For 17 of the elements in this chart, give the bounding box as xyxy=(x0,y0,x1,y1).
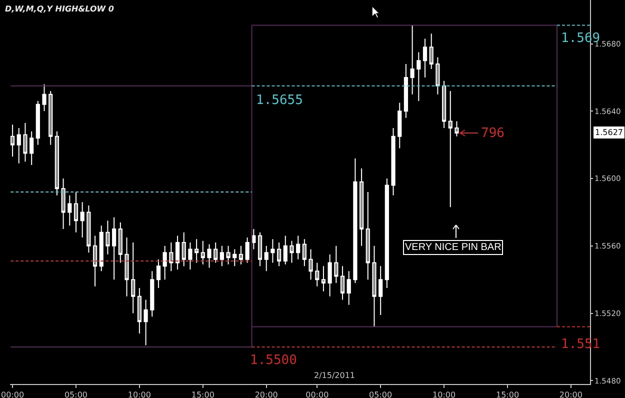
x-tick-label: 15:00 xyxy=(496,390,520,398)
text: D,W,M,Q,Y HIGH&LOW 0 xyxy=(5,4,114,14)
annotation: VERY NICE PIN BAR xyxy=(405,242,502,253)
x-tick-label: 20:00 xyxy=(254,390,278,398)
annotation: 1.5655 xyxy=(256,93,303,108)
x-tick-label: 15:00 xyxy=(191,390,214,398)
x-tick-label: 10:00 xyxy=(432,390,456,398)
x-tick-label: 10:00 xyxy=(128,390,151,398)
x-tick-label: 00:00 xyxy=(306,390,329,398)
text: 1.5627 xyxy=(595,128,623,137)
x-tick-label: 05:00 xyxy=(64,390,88,398)
x-tick-label: 05:00 xyxy=(369,390,392,398)
x-tick-label: 20:00 xyxy=(559,390,582,398)
annotation: 796 xyxy=(481,126,504,141)
x-tick-label: 00:00 xyxy=(1,390,24,398)
annotation: 2/15/2011 xyxy=(314,371,356,380)
annotation: 1.5500 xyxy=(250,353,297,368)
